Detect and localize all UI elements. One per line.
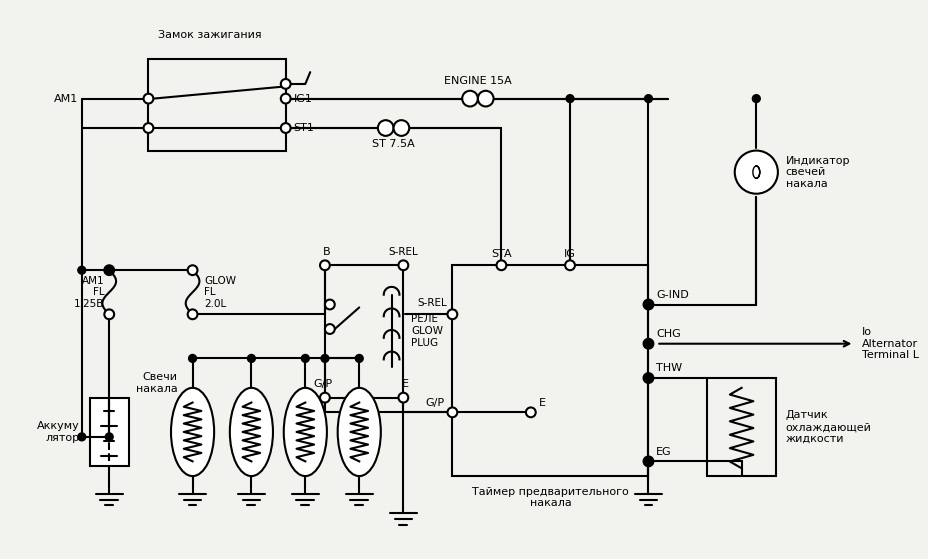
Text: ENGINE 15A: ENGINE 15A [444, 76, 511, 86]
Circle shape [78, 433, 85, 441]
Circle shape [188, 354, 197, 362]
Circle shape [644, 340, 651, 348]
Circle shape [325, 300, 334, 309]
Circle shape [565, 94, 574, 102]
Text: S-REL: S-REL [418, 297, 447, 307]
Text: AM1
FL
1.25B: AM1 FL 1.25B [74, 276, 104, 309]
Text: THW: THW [655, 363, 682, 373]
Circle shape [643, 373, 652, 383]
Text: Индикатор
свечей
накала: Индикатор свечей накала [785, 155, 849, 189]
Circle shape [477, 91, 493, 106]
Circle shape [144, 94, 153, 103]
Text: G/P: G/P [313, 379, 332, 389]
Circle shape [525, 408, 535, 417]
Text: Io
Alternator
Terminal L: Io Alternator Terminal L [861, 327, 918, 361]
Text: ST 7.5A: ST 7.5A [372, 139, 415, 149]
Circle shape [644, 374, 651, 382]
Circle shape [378, 120, 393, 136]
Ellipse shape [337, 388, 380, 476]
Text: E: E [538, 397, 545, 408]
Text: STA: STA [491, 249, 511, 258]
Text: S-REL: S-REL [388, 247, 418, 257]
Circle shape [644, 457, 651, 465]
Text: IG1: IG1 [293, 93, 312, 103]
Text: G-IND: G-IND [655, 290, 689, 300]
Circle shape [301, 354, 309, 362]
Circle shape [104, 266, 114, 275]
Ellipse shape [229, 388, 273, 476]
Circle shape [496, 260, 506, 270]
Circle shape [247, 354, 255, 362]
Circle shape [643, 300, 652, 309]
Circle shape [398, 393, 407, 402]
Text: РЕЛЕ
GLOW
PLUG: РЕЛЕ GLOW PLUG [411, 314, 443, 348]
Text: Датчик
охлаждающей
жидкости: Датчик охлаждающей жидкости [785, 410, 870, 444]
Text: ST1: ST1 [293, 123, 314, 133]
Text: Замок зажигания: Замок зажигания [159, 30, 262, 40]
Text: CHG: CHG [655, 329, 680, 339]
Circle shape [393, 120, 409, 136]
Circle shape [319, 260, 329, 270]
Circle shape [319, 393, 329, 402]
Circle shape [325, 324, 334, 334]
Text: B: B [323, 247, 330, 257]
Circle shape [644, 301, 651, 309]
Circle shape [105, 266, 113, 274]
Circle shape [398, 260, 407, 270]
Circle shape [564, 260, 574, 270]
Text: Таймер предварительного
накала: Таймер предварительного накала [471, 487, 628, 509]
Circle shape [752, 94, 759, 102]
Circle shape [280, 94, 290, 103]
Circle shape [280, 123, 290, 133]
Circle shape [734, 150, 777, 194]
Circle shape [447, 309, 457, 319]
Text: AM1: AM1 [54, 93, 78, 103]
Text: GLOW
FL
2.0L: GLOW FL 2.0L [204, 276, 236, 309]
Ellipse shape [171, 388, 214, 476]
Text: EG: EG [655, 447, 671, 457]
Text: E: E [402, 379, 408, 389]
Text: G/P: G/P [425, 397, 445, 408]
Circle shape [187, 266, 198, 275]
Circle shape [104, 309, 114, 319]
Circle shape [280, 79, 290, 89]
Circle shape [447, 408, 457, 417]
Text: Свечи
накала: Свечи накала [136, 372, 177, 394]
Circle shape [643, 339, 652, 349]
Circle shape [321, 354, 329, 362]
Circle shape [462, 91, 477, 106]
Circle shape [354, 354, 363, 362]
FancyBboxPatch shape [89, 397, 129, 466]
Text: IG: IG [563, 249, 575, 258]
Circle shape [144, 123, 153, 133]
Circle shape [644, 94, 651, 102]
Circle shape [187, 309, 198, 319]
Text: Аккуму
лятор: Аккуму лятор [37, 421, 80, 443]
Circle shape [643, 457, 652, 466]
Ellipse shape [283, 388, 327, 476]
Circle shape [105, 433, 113, 441]
Circle shape [78, 266, 85, 274]
